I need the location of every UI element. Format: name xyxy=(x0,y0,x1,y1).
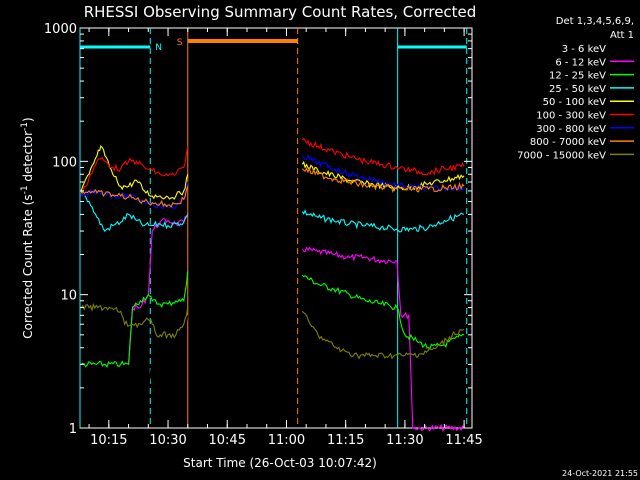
series-line-25-50-kev xyxy=(80,190,465,233)
series-line-3-6-kev xyxy=(128,315,398,414)
series-lines xyxy=(80,137,465,433)
y-axis-label-mid: detector xyxy=(21,131,35,186)
y-axis-ticks: 1 10 100 1000 xyxy=(44,22,472,437)
legend-label-300-800-kev: 300 - 800 keV xyxy=(536,124,606,135)
footer-date: 24-Oct-2021 21:55 xyxy=(562,469,638,478)
legend-header-detectors: Det 1,3,4,5,6,9, xyxy=(556,16,634,27)
x-axis-ticks: 10:15 10:30 10:45 11:00 11:15 11:30 11:45 xyxy=(88,28,483,448)
flag-label-n: N xyxy=(155,43,162,53)
y-tick-label-2: 100 xyxy=(52,155,77,170)
y-axis-label-end: ) xyxy=(21,117,35,122)
series-line-100-300-kev xyxy=(80,137,465,197)
legend-label-50-100-kev: 50 - 100 keV xyxy=(543,97,607,108)
legend-label-6-12-kev: 6 - 12 keV xyxy=(555,57,606,68)
x-tick-label-2: 10:45 xyxy=(209,433,246,448)
x-tick-label-4: 11:15 xyxy=(327,433,364,448)
y-tick-label-3: 1000 xyxy=(44,22,77,37)
x-axis-label: Start Time (26-Oct-03 10:07:42) xyxy=(183,456,377,470)
x-tick-label-1: 10:30 xyxy=(149,433,186,448)
y-tick-label-1: 10 xyxy=(60,289,77,304)
flag-label-s: S xyxy=(177,38,183,48)
series-line-12-25-kev xyxy=(80,271,465,369)
legend-label-3-6-kev: 3 - 6 keV xyxy=(562,44,606,55)
x-tick-label-0: 10:15 xyxy=(90,433,127,448)
series-line-7000-15000-kev xyxy=(80,302,465,360)
y-axis-label-main: Corrected Count Rate (s xyxy=(21,194,35,338)
legend-entries: 3 - 6 keV 6 - 12 keV 12 - 25 keV 25 - 50 ke… xyxy=(517,44,634,161)
legend-label-800-7000-kev: 800 - 7000 keV xyxy=(530,137,606,148)
y-axis-label-text: Corrected Count Rate (s-1 detector-1) xyxy=(20,117,35,338)
plot-area: 1 10 100 1000 10:15 10:30 10:45 11:00 11:15 11:3… xyxy=(44,22,483,448)
legend-label-12-25-kev: 12 - 25 keV xyxy=(549,71,606,82)
x-tick-label-5: 11:30 xyxy=(386,433,423,448)
observing-flag-markers xyxy=(79,28,468,428)
legend-label-25-50-kev: 25 - 50 keV xyxy=(549,84,606,95)
y-axis-label: Corrected Count Rate (s-1 detector-1) xyxy=(20,117,35,338)
y-axis-label-sup1: -1 xyxy=(20,185,30,194)
series-line-50-100-kev xyxy=(80,145,465,200)
chart-title: RHESSI Observing Summary Count Rates, Co… xyxy=(84,3,477,21)
y-axis-label-sup2: -1 xyxy=(20,122,30,131)
legend-label-100-300-kev: 100 - 300 keV xyxy=(536,111,606,122)
x-tick-label-3: 11:00 xyxy=(268,433,305,448)
y-tick-label-0: 1 xyxy=(69,422,77,437)
legend-header-attenuator: Att 1 xyxy=(610,30,634,41)
series-line-800-7000-kev xyxy=(80,166,465,208)
legend: Det 1,3,4,5,6,9, Att 1 3 - 6 keV 6 - 12 k… xyxy=(517,16,634,161)
x-tick-label-6: 11:45 xyxy=(445,433,482,448)
legend-label-7000-15000-kev: 7000 - 15000 keV xyxy=(517,150,606,161)
